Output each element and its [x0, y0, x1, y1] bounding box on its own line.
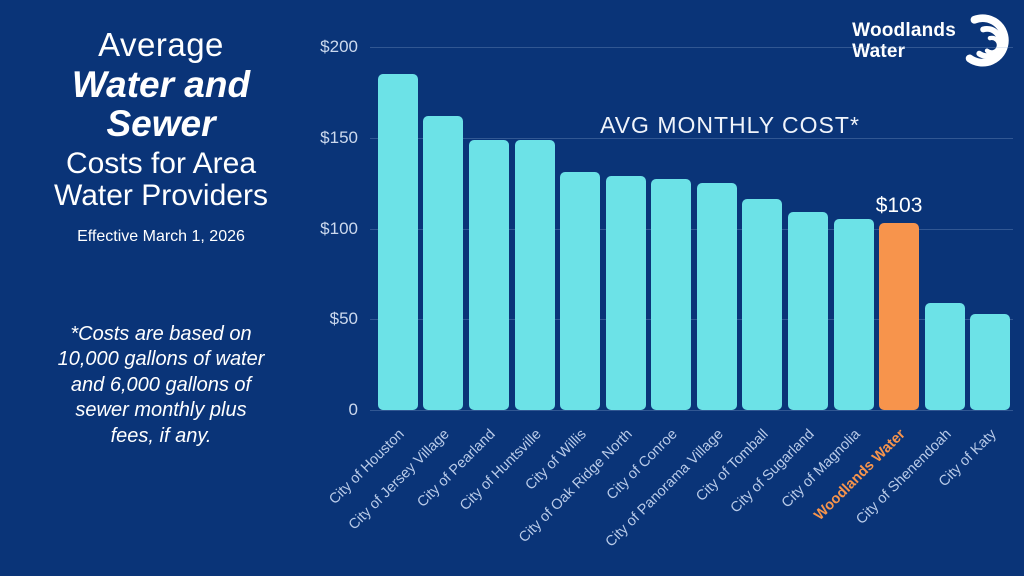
bar-woodlands-water	[879, 223, 920, 410]
gridline-200	[370, 47, 1013, 48]
title-costs-for-area: Costs for Area Water Providers	[54, 146, 268, 212]
bar-city-of-houston	[377, 74, 418, 410]
logo-wordmark: Woodlands Water	[852, 21, 956, 62]
title-average: Average	[98, 26, 224, 63]
bar-city-of-magnolia	[833, 219, 874, 410]
gridline-150	[370, 137, 1013, 139]
logo-line-water: Water	[852, 41, 906, 62]
bar-city-of-jersey-village	[423, 115, 464, 410]
bar-city-of-oak-ridge-north	[605, 175, 646, 410]
woodlands-water-logo: Woodlands Water	[852, 13, 1016, 71]
bar-city-of-panorama-village	[696, 183, 737, 410]
y-axis-tick-100: $100	[320, 218, 358, 238]
y-axis-tick-50: $50	[329, 309, 358, 329]
bar-city-of-huntsville	[514, 139, 555, 410]
bar-city-of-katy	[970, 313, 1011, 410]
title-water-and-sewer: Water and Sewer	[71, 64, 251, 144]
gridline-0	[370, 410, 1013, 411]
left-panel: Average Water and Sewer Costs for Area W…	[0, 0, 322, 576]
y-axis-tick-0: 0	[348, 400, 358, 419]
effective-date: Effective March 1, 2026	[77, 227, 245, 245]
bar-city-of-sugarland	[787, 212, 828, 410]
cost-basis-footnote: *Costs are based on 10,000 gallons of wa…	[57, 323, 265, 447]
bar-city-of-pearland	[468, 139, 509, 410]
gridline-100	[370, 228, 1013, 230]
crescent-waves-icon	[965, 14, 1009, 67]
bar-city-of-willis	[560, 172, 601, 410]
y-axis-tick-150: $150	[320, 127, 358, 147]
bar-city-of-conroe	[651, 179, 692, 410]
y-axis-tick-200: $200	[320, 37, 358, 56]
logo-line-woodlands: Woodlands	[852, 20, 956, 42]
page-title: Average Water and Sewer Costs for Area W…	[0, 26, 322, 212]
bar-city-of-tomball	[742, 199, 783, 410]
gridline-50	[370, 319, 1013, 321]
bar-city-of-shenendoah	[924, 302, 965, 410]
highlight-value-label: $103	[875, 194, 923, 218]
chart-title: AVG MONTHLY COST*	[600, 112, 860, 138]
